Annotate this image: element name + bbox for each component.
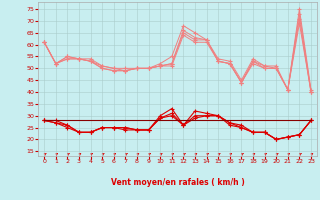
X-axis label: Vent moyen/en rafales ( km/h ): Vent moyen/en rafales ( km/h ) bbox=[111, 178, 244, 187]
